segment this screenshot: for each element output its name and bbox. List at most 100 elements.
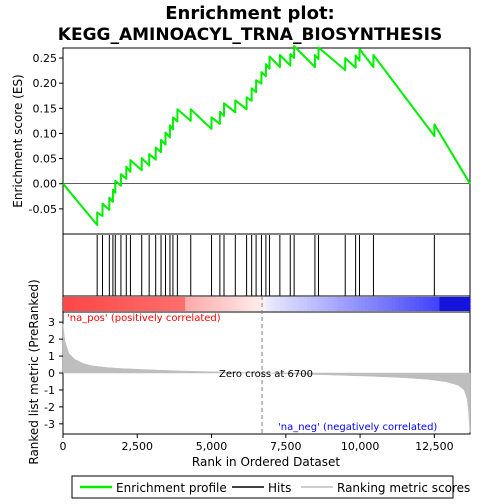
gradient-segment [395, 297, 400, 311]
gradient-segment [280, 297, 285, 311]
gradient-segment [286, 297, 291, 311]
gradient-segment [191, 297, 196, 311]
gradient-segment [290, 297, 295, 311]
gradient-segment [195, 297, 200, 311]
metric-y-tick-label: 2 [48, 333, 55, 346]
gradient-segment [100, 297, 105, 311]
gradient-segment [453, 297, 458, 311]
gradient-segment [371, 297, 376, 311]
gradient-segment [66, 297, 71, 311]
gradient-segment [446, 297, 451, 311]
x-tick-label: 10,000 [341, 440, 380, 453]
gradient-segment [283, 297, 288, 311]
x-tick-label: 7,500 [270, 440, 302, 453]
gradient-segment [368, 297, 373, 311]
gradient-segment [429, 297, 434, 311]
es-y-tick-label: 0.15 [33, 102, 58, 115]
es-layer [62, 45, 471, 226]
gradient-segment [212, 297, 217, 311]
x-tick-label: 12,500 [415, 440, 454, 453]
gradient-segment [398, 297, 403, 311]
gradient-segment [439, 297, 444, 311]
gradient-segment [310, 297, 315, 311]
gradient-segment [219, 297, 224, 311]
es-y-tick-label: 0.20 [33, 77, 58, 90]
gradient-segment [341, 297, 346, 311]
gradient-segment [391, 297, 396, 311]
enrichment-profile-line [62, 45, 471, 226]
gradient-segment [141, 297, 145, 311]
gradient-segment [124, 297, 129, 311]
gradient-segment [137, 297, 142, 311]
metric-y-tick-label: -3 [44, 418, 55, 431]
gradient-segment [113, 297, 118, 311]
axes-layer: -0.05 0.00 0.05 0.10 0.15 0.20 0.25 -3 -2 -1 0 1 2 3 0… [29, 52, 454, 453]
gradient-segment [63, 297, 67, 311]
gradient-segment [344, 297, 349, 311]
gradient-segment [303, 297, 308, 311]
gradient-segment [263, 297, 268, 311]
metric-y-tick-label: 3 [48, 316, 55, 329]
gradient-segment [198, 297, 203, 311]
metric-layer [62, 296, 471, 434]
gradient-segment [408, 297, 413, 311]
gradient-segment [456, 297, 461, 311]
gradient-segment [181, 297, 186, 311]
gradient-segment [266, 297, 271, 311]
gradient-segment [120, 297, 125, 311]
gradient-segment [242, 297, 247, 311]
gradient-segment [412, 297, 417, 311]
gradient-segment [174, 297, 179, 311]
gradient-segment [154, 297, 159, 311]
metric-y-tick-label: -1 [44, 384, 55, 397]
gradient-segment [103, 297, 108, 311]
gradient-segment [229, 297, 234, 311]
gradient-segment [130, 297, 135, 311]
gradient-segment [293, 297, 298, 311]
x-tick-label: 5,000 [196, 440, 228, 453]
hits-layer [96, 235, 435, 296]
gradient-segment [117, 297, 122, 311]
gradient-segment [402, 297, 407, 311]
gradient-segment [127, 297, 132, 311]
gradient-segment [144, 297, 149, 311]
gradient-segment [69, 297, 74, 311]
gradient-segment [235, 297, 240, 311]
gradient-segment [73, 297, 78, 311]
na-pos-label: 'na_pos' (positively correlated) [67, 313, 221, 324]
gradient-segment [463, 297, 468, 311]
legend-hits-label: Hits [268, 481, 291, 495]
gradient-segment [415, 297, 420, 311]
legend-metric-label: Ranking metric scores [337, 481, 470, 495]
gradient-segment [459, 297, 464, 311]
gradient-segment [246, 297, 251, 311]
na-neg-label: 'na_neg' (negatively correlated) [278, 422, 437, 433]
gradient-segment [110, 297, 115, 311]
ranking-metric-area [62, 323, 471, 433]
gradient-segment [317, 297, 322, 311]
gradient-segment [419, 297, 424, 311]
gradient-segment [168, 297, 173, 311]
gradient-segment [347, 297, 352, 311]
x-axis-label: Rank in Ordered Dataset [192, 455, 340, 469]
gradient-segment [375, 297, 380, 311]
gradient-segment [334, 297, 339, 311]
rank-gradient-bar [63, 297, 471, 311]
gradient-segment [300, 297, 305, 311]
legend-enrichment-label: Enrichment profile [116, 481, 227, 495]
gradient-segment [147, 297, 152, 311]
gradient-segment [232, 297, 237, 311]
gradient-segment [188, 297, 193, 311]
gradient-segment [107, 297, 112, 311]
gradient-segment [466, 297, 471, 311]
x-tick-label: 2,500 [122, 440, 154, 453]
gradient-segment [252, 297, 257, 311]
gradient-segment [327, 297, 332, 311]
gradient-segment [225, 297, 230, 311]
es-y-tick-label: 0.00 [33, 178, 58, 191]
gradient-segment [222, 297, 227, 311]
gradient-segment [276, 297, 281, 311]
gradient-segment [337, 297, 342, 311]
gradient-segment [358, 297, 363, 311]
